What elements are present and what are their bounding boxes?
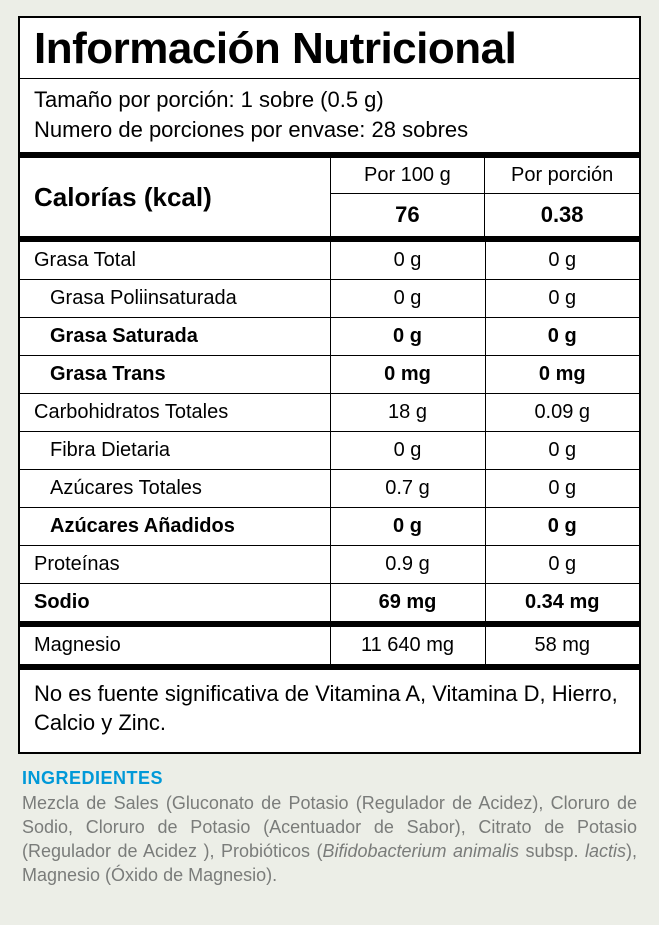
nutrient-name: Sodio: [20, 584, 330, 625]
calories-table: Calorías (kcal) Por 100 g Por porción 76…: [20, 158, 639, 242]
nutrient-name: Proteínas: [20, 546, 330, 584]
nutrient-name: Grasa Saturada: [20, 318, 330, 356]
col-header-per100g: Por 100 g: [331, 158, 485, 194]
nutrient-perserv: 0 g: [485, 546, 639, 584]
nutrient-name: Grasa Trans: [20, 356, 330, 394]
nutrient-perserv: 0 g: [485, 318, 639, 356]
nutrient-row: Fibra Dietaria0 g0 g: [20, 432, 639, 470]
nutrient-per100g: 0 g: [330, 242, 485, 280]
nutrient-row: Grasa Saturada0 g0 g: [20, 318, 639, 356]
calories-per100g: 76: [331, 194, 485, 237]
ingredients-title: INGREDIENTES: [22, 768, 637, 789]
ingredients-body: Mezcla de Sales (Gluconato de Potasio (R…: [22, 791, 637, 888]
nutrients-table: Grasa Total0 g0 gGrasa Poliinsaturada0 g…: [20, 242, 639, 670]
nutrient-perserv: 0 g: [485, 470, 639, 508]
panel-title: Información Nutricional: [20, 18, 639, 79]
nutrient-per100g: 11 640 mg: [330, 624, 485, 667]
calories-label: Calorías (kcal): [20, 158, 330, 239]
nutrient-name: Carbohidratos Totales: [20, 394, 330, 432]
nutrient-perserv: 0 g: [485, 508, 639, 546]
nutrient-name: Azúcares Añadidos: [20, 508, 330, 546]
nutrient-per100g: 0 g: [330, 508, 485, 546]
nutrient-row: Azúcares Totales0.7 g0 g: [20, 470, 639, 508]
nutrient-name: Fibra Dietaria: [20, 432, 330, 470]
nutrient-per100g: 0 mg: [330, 356, 485, 394]
nutrient-per100g: 18 g: [330, 394, 485, 432]
nutrient-name: Grasa Total: [20, 242, 330, 280]
serving-info: Tamaño por porción: 1 sobre (0.5 g) Nume…: [20, 79, 639, 158]
nutrient-perserv: 0 g: [485, 432, 639, 470]
nutrient-name: Grasa Poliinsaturada: [20, 280, 330, 318]
servings-per-container: Numero de porciones por envase: 28 sobre…: [34, 115, 625, 145]
nutrient-perserv: 0 g: [485, 280, 639, 318]
serving-size: Tamaño por porción: 1 sobre (0.5 g): [34, 85, 625, 115]
nutrient-row: Proteínas0.9 g0 g: [20, 546, 639, 584]
nutrient-perserv: 58 mg: [485, 624, 639, 667]
nutrient-per100g: 0 g: [330, 280, 485, 318]
nutrient-perserv: 0.09 g: [485, 394, 639, 432]
nutrient-perserv: 0 g: [485, 242, 639, 280]
nutrient-row: Grasa Total0 g0 g: [20, 242, 639, 280]
disclaimer: No es fuente significativa de Vitamina A…: [20, 670, 639, 751]
nutrient-name: Azúcares Totales: [20, 470, 330, 508]
nutrient-row: Carbohidratos Totales18 g0.09 g: [20, 394, 639, 432]
nutrient-row: Azúcares Añadidos0 g0 g: [20, 508, 639, 546]
nutrient-per100g: 69 mg: [330, 584, 485, 625]
nutrient-per100g: 0 g: [330, 432, 485, 470]
nutrient-row: Grasa Poliinsaturada0 g0 g: [20, 280, 639, 318]
nutrient-row: Magnesio11 640 mg58 mg: [20, 624, 639, 667]
nutrient-per100g: 0.7 g: [330, 470, 485, 508]
nutrient-row: Grasa Trans0 mg0 mg: [20, 356, 639, 394]
ingredients-section: INGREDIENTES Mezcla de Sales (Gluconato …: [18, 754, 641, 888]
nutrient-row: Sodio69 mg0.34 mg: [20, 584, 639, 625]
calories-perserv: 0.38: [485, 194, 639, 237]
nutrient-per100g: 0.9 g: [330, 546, 485, 584]
nutrient-perserv: 0.34 mg: [485, 584, 639, 625]
nutrient-name: Magnesio: [20, 624, 330, 667]
nutrient-perserv: 0 mg: [485, 356, 639, 394]
col-header-perserv: Por porción: [485, 158, 639, 194]
nutrition-facts-panel: Información Nutricional Tamaño por porci…: [18, 16, 641, 754]
nutrient-per100g: 0 g: [330, 318, 485, 356]
